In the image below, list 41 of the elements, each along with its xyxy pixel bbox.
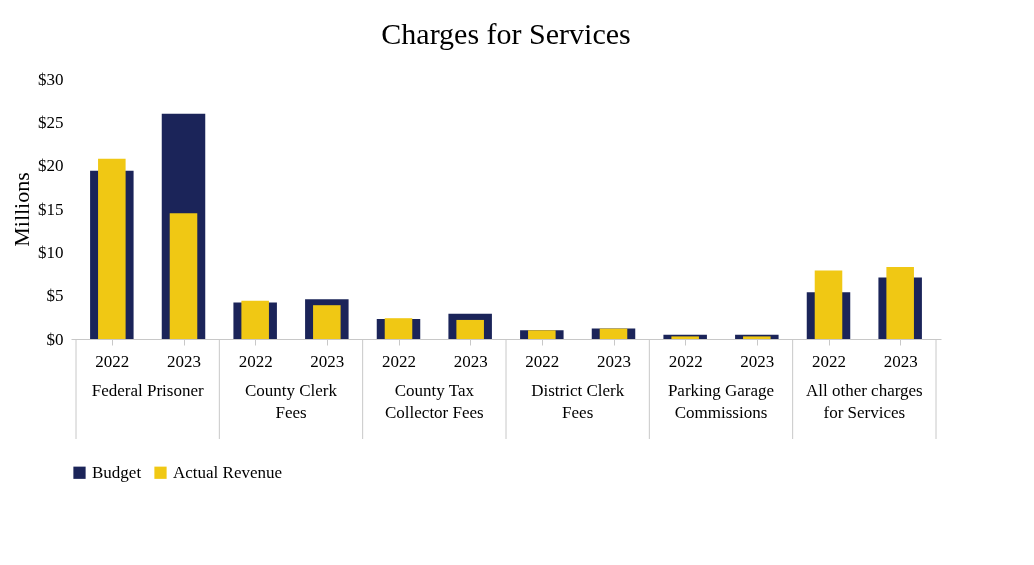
- x-tick-label: 2023: [167, 351, 201, 371]
- bar: [599, 328, 628, 339]
- text: Federal Prisoner: [91, 381, 204, 400]
- bar: [814, 270, 843, 339]
- bar: [743, 336, 771, 339]
- chart-title: Charges for Services: [381, 17, 631, 50]
- y-tick-label: $5: [46, 286, 64, 306]
- text: District Clerk Fees: [531, 381, 625, 422]
- y-tick-label: $0: [46, 329, 64, 349]
- bar: [169, 213, 198, 339]
- text: County Tax Collector Fees: [385, 381, 484, 422]
- x-tick-label: 2022: [382, 351, 416, 371]
- legend-label: Budget: [92, 462, 142, 482]
- x-tick-label: 2022: [238, 351, 273, 371]
- y-tick-label: $10: [38, 242, 64, 262]
- x-tick-label: 2023: [597, 351, 631, 371]
- x-tick-label: 2023: [883, 351, 918, 371]
- bar: [456, 319, 484, 339]
- bar: [886, 267, 914, 339]
- x-tick-label: 2022: [812, 351, 846, 371]
- text: County Clerk Fees: [244, 381, 338, 422]
- x-tick-label: 2022: [525, 351, 560, 371]
- y-tick-label: $15: [38, 199, 64, 219]
- x-tick-label: 2023: [740, 351, 775, 371]
- bar: [241, 300, 269, 339]
- x-tick-label: 2022: [95, 351, 130, 371]
- legend-label: Actual Revenue: [173, 462, 283, 482]
- bar: [528, 330, 556, 339]
- bar: [671, 336, 699, 339]
- text: Parking Garage Commissions: [667, 381, 775, 422]
- y-tick-label: $20: [38, 156, 64, 176]
- x-tick-label: 2023: [310, 351, 345, 371]
- bar: [384, 318, 413, 339]
- bar: [313, 305, 341, 339]
- bar: [98, 158, 126, 339]
- x-tick-label: 2022: [668, 351, 703, 371]
- y-axis-title: Millions: [9, 172, 34, 247]
- y-tick-label: $25: [38, 112, 64, 132]
- x-tick-label: 2023: [453, 351, 488, 371]
- text: All other charges for Services: [805, 381, 923, 422]
- y-tick-label: $30: [38, 69, 64, 89]
